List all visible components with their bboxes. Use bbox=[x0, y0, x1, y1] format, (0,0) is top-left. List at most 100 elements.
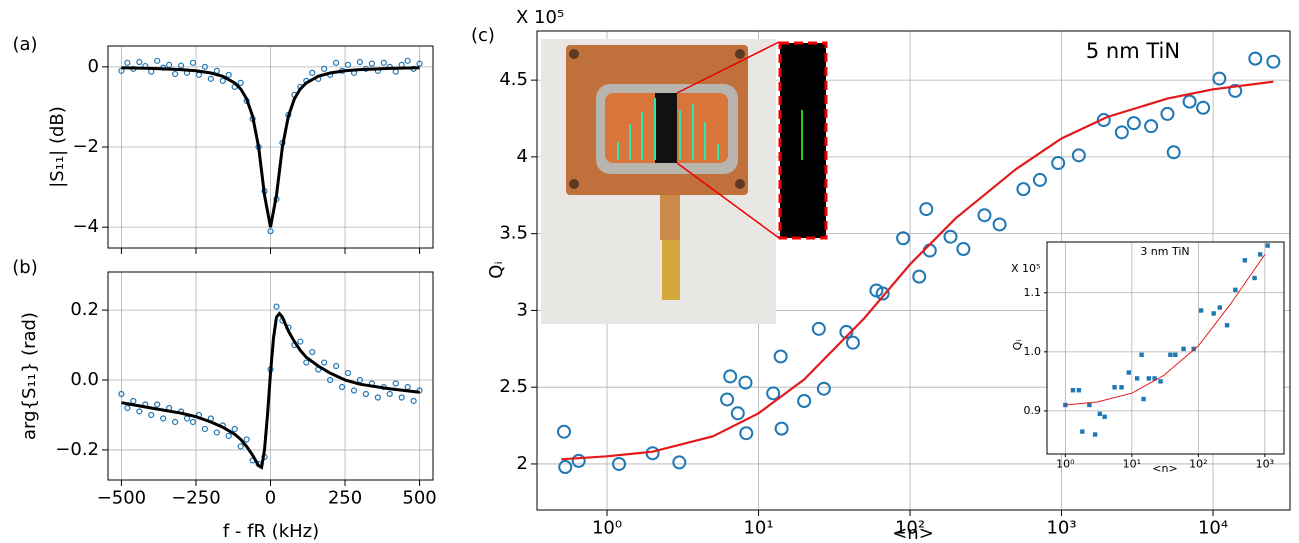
data-point bbox=[922, 243, 937, 258]
data-point bbox=[1160, 106, 1175, 121]
data-point bbox=[124, 404, 131, 412]
data-point bbox=[896, 231, 911, 246]
data-point bbox=[556, 424, 571, 439]
data-point bbox=[201, 63, 209, 70]
data-point bbox=[374, 394, 381, 401]
data-point bbox=[912, 269, 927, 284]
data-point bbox=[201, 425, 209, 433]
y-tick-label: 0 bbox=[88, 56, 99, 77]
data-point bbox=[273, 303, 280, 310]
data-point bbox=[1016, 182, 1031, 197]
data-point bbox=[225, 71, 232, 78]
y-tick-label: 3 bbox=[517, 299, 528, 320]
data-point bbox=[327, 376, 334, 384]
y-tick-label: 2.5 bbox=[499, 376, 528, 397]
data-point bbox=[919, 202, 934, 217]
inset-bg bbox=[1047, 242, 1284, 454]
data-point bbox=[1097, 411, 1103, 417]
y-tick-label: 0.2 bbox=[70, 299, 99, 320]
data-point bbox=[1224, 323, 1230, 328]
data-point bbox=[1141, 396, 1146, 402]
data-point bbox=[1139, 352, 1144, 357]
x-tick-label: 250 bbox=[328, 488, 362, 509]
data-point bbox=[1051, 156, 1066, 171]
data-point bbox=[1266, 54, 1281, 69]
data-point bbox=[1087, 402, 1092, 408]
x-tick-label: 10³ bbox=[1046, 518, 1076, 539]
data-point bbox=[231, 425, 238, 433]
axes-frame bbox=[107, 271, 434, 481]
y-axis-label: Qᵢ bbox=[486, 261, 507, 278]
data-point bbox=[992, 217, 1007, 232]
data-point bbox=[811, 321, 826, 336]
data-point bbox=[297, 338, 304, 345]
data-point bbox=[368, 60, 375, 67]
data-point bbox=[1217, 305, 1222, 310]
data-point bbox=[730, 406, 745, 421]
y-tick-label: 4.5 bbox=[499, 69, 528, 90]
zoom bbox=[778, 41, 828, 240]
data-point bbox=[558, 460, 573, 475]
axes-frame bbox=[1046, 241, 1285, 455]
data-point bbox=[1146, 376, 1152, 381]
data-point bbox=[136, 408, 143, 415]
data-point bbox=[148, 411, 155, 419]
data-point bbox=[956, 242, 971, 257]
data-point bbox=[1158, 379, 1163, 384]
data-point bbox=[225, 432, 232, 440]
data-point bbox=[392, 68, 399, 75]
data-point bbox=[1212, 71, 1227, 86]
data-point bbox=[1191, 346, 1196, 352]
data-point bbox=[237, 79, 244, 86]
data-point bbox=[309, 69, 316, 76]
data-point bbox=[356, 376, 364, 384]
y-axis-label: |S₁₁| (dB) bbox=[47, 106, 68, 188]
y-multiplier: X 10⁵ bbox=[1011, 262, 1040, 275]
screw bbox=[735, 179, 745, 189]
data-point bbox=[303, 359, 310, 366]
x-tick-label: 10² bbox=[1189, 458, 1207, 471]
photo bbox=[541, 39, 828, 324]
data-point bbox=[1228, 83, 1243, 98]
data-point bbox=[207, 75, 214, 82]
data-point bbox=[1070, 388, 1076, 393]
data-point bbox=[1152, 376, 1157, 381]
data-point bbox=[1076, 388, 1082, 393]
data-point bbox=[672, 455, 687, 470]
data-point bbox=[1119, 385, 1124, 390]
data-point bbox=[130, 397, 137, 405]
data-point bbox=[773, 349, 788, 364]
data-point bbox=[612, 456, 627, 471]
data-point bbox=[243, 436, 250, 443]
data-point bbox=[344, 61, 352, 68]
data-point bbox=[332, 59, 340, 66]
data-point bbox=[797, 393, 812, 408]
data-point bbox=[309, 348, 316, 356]
data-point bbox=[1168, 352, 1173, 357]
zoom-line bbox=[676, 41, 780, 94]
x-tick-label: −500 bbox=[97, 488, 146, 509]
data-point bbox=[1233, 287, 1238, 293]
data-point bbox=[136, 58, 143, 66]
data-point bbox=[1126, 370, 1132, 375]
plot-area bbox=[1063, 243, 1270, 437]
data-point bbox=[332, 362, 340, 370]
data-point bbox=[720, 392, 735, 407]
data-point bbox=[171, 418, 179, 426]
data-point bbox=[154, 57, 161, 64]
y-tick-label: 4 bbox=[517, 146, 528, 167]
x-tick-label: 10⁰ bbox=[1056, 458, 1075, 471]
data-point bbox=[1102, 414, 1107, 419]
data-point bbox=[774, 421, 789, 436]
data-point bbox=[350, 387, 358, 394]
fit-line bbox=[1065, 254, 1266, 406]
data-point bbox=[738, 375, 753, 390]
data-point bbox=[1265, 243, 1270, 248]
y-axis-label: arg{S₁₁} (rad) bbox=[19, 312, 40, 440]
data-point bbox=[183, 415, 191, 422]
fit-line bbox=[121, 311, 420, 470]
data-point bbox=[160, 415, 167, 422]
data-point bbox=[166, 61, 173, 68]
data-point bbox=[1248, 51, 1263, 66]
data-point bbox=[171, 70, 179, 78]
